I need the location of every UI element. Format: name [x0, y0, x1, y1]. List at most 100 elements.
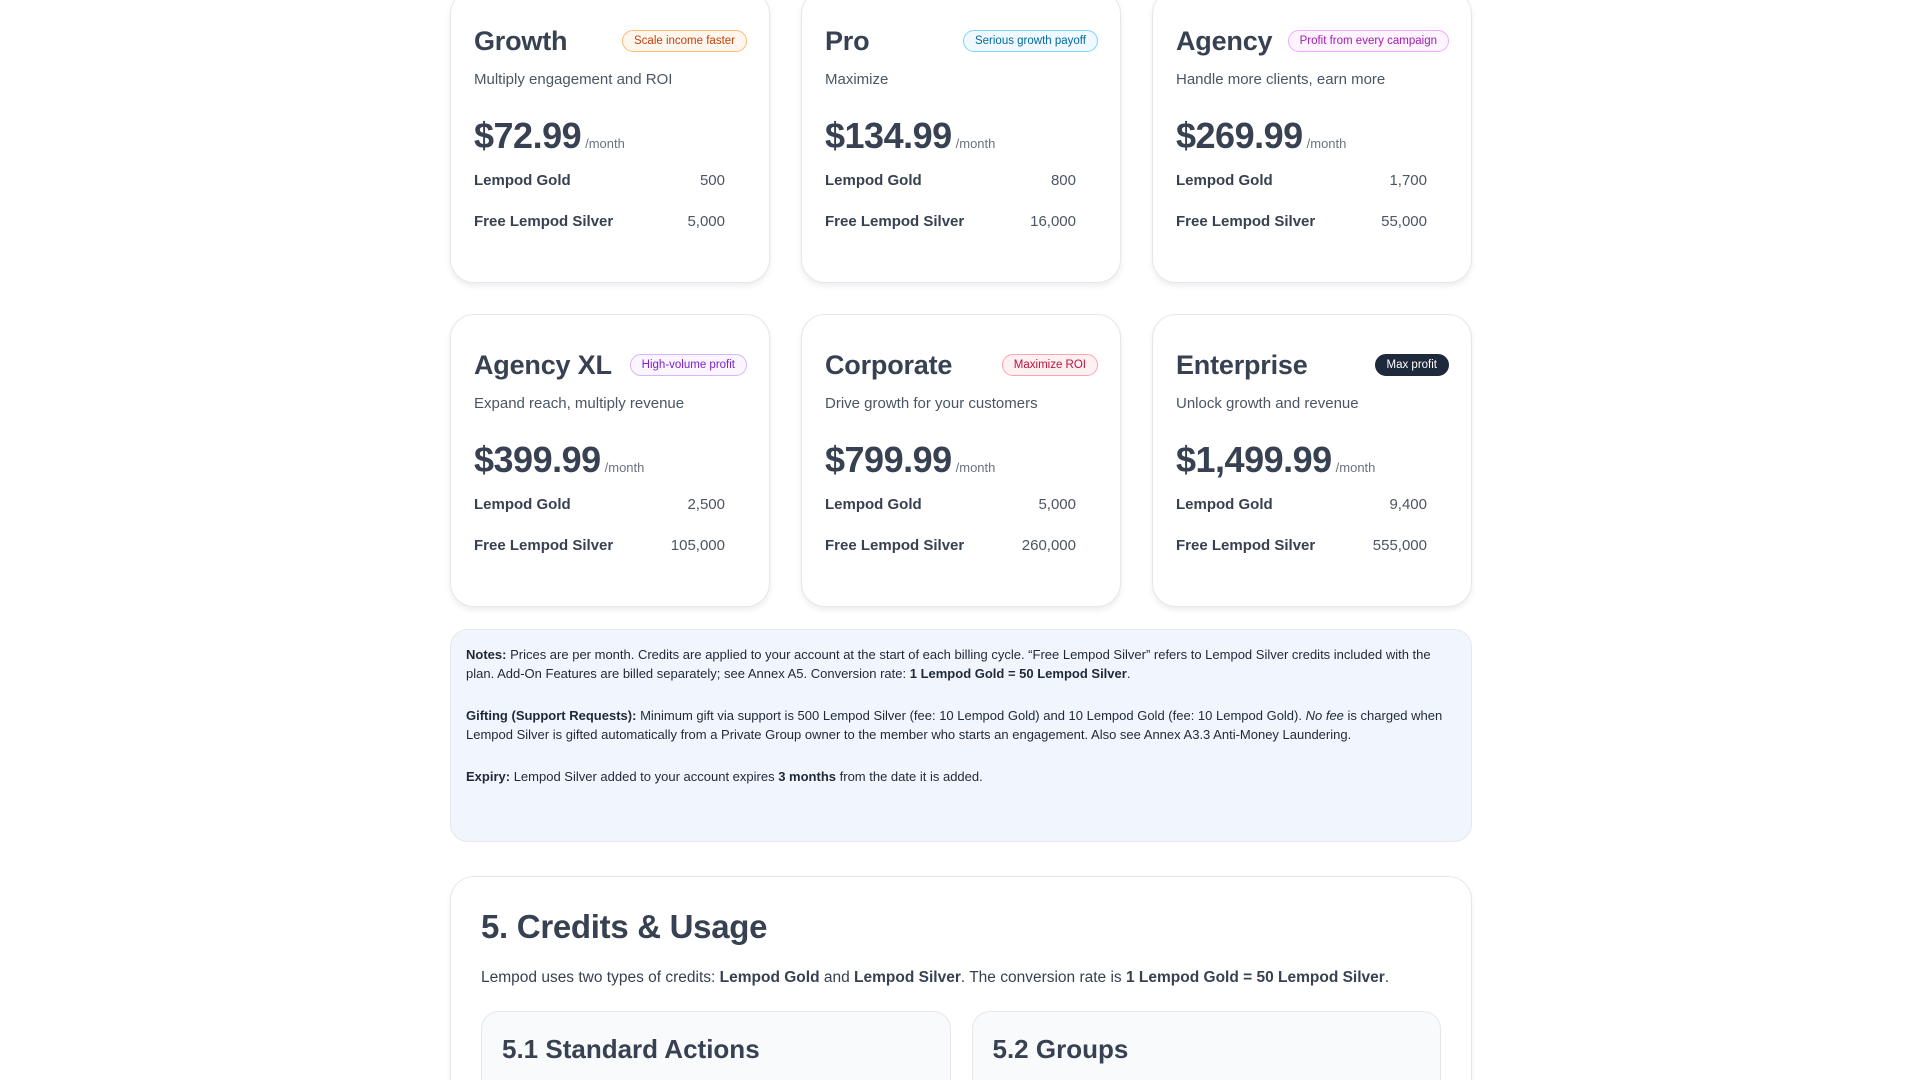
credit-value: 260,000	[1021, 537, 1076, 554]
price-unit: /month	[955, 136, 996, 151]
credit-label: Free Lempod Silver	[1176, 537, 1316, 554]
plan-description: Handle more clients, earn more	[1176, 71, 1386, 88]
plan-description: Unlock growth and revenue	[1176, 395, 1359, 412]
price-unit: /month	[955, 460, 996, 475]
credit-value: 55,000	[1381, 213, 1427, 230]
plan-price: $399.99 /month	[474, 439, 747, 481]
credit-label: Lempod Gold	[1176, 496, 1273, 513]
gold-credit-row: Lempod Gold 5,000	[825, 496, 1076, 513]
expiry-paragraph: Expiry: Lempod Silver added to your acco…	[466, 767, 1454, 786]
plan-description: Drive growth for your customers	[825, 395, 1038, 412]
credit-value: 9,400	[1389, 496, 1427, 513]
gifting-text: Minimum gift via support is 500 Lempod S…	[640, 708, 1302, 723]
section-title: 5. Credits & Usage	[481, 908, 768, 945]
expiry-duration: 3 months	[778, 769, 837, 784]
silver-credit-row: Free Lempod Silver 555,000	[1176, 537, 1427, 554]
notes-label: Notes:	[466, 647, 507, 662]
plan-card-pro: Pro Serious growth payoff Maximize $134.…	[801, 0, 1121, 283]
plan-badge: Maximize ROI	[1001, 354, 1098, 376]
price-unit: /month	[1306, 136, 1347, 151]
credit-value: 800	[1050, 172, 1076, 189]
credit-label: Lempod Gold	[825, 496, 922, 513]
plan-name: Enterprise	[1176, 349, 1308, 380]
intro-end: .	[1384, 969, 1390, 986]
price-unit: /month	[585, 136, 625, 151]
price-unit: /month	[604, 460, 645, 475]
gifting-text-continued: is charged when Lempod Silver is gifted …	[466, 708, 1443, 742]
credit-label: Lempod Gold	[474, 496, 571, 513]
plan-card-enterprise: Enterprise Max profit Unlock growth and …	[1152, 314, 1472, 607]
price-amount: $134.99	[825, 115, 952, 156]
pricing-notes-box: Notes: Prices are per month. Credits are…	[450, 629, 1472, 842]
credit-label: Lempod Gold	[825, 172, 922, 189]
expiry-label: Expiry:	[466, 769, 511, 784]
plan-badge: High-volume profit	[629, 354, 747, 376]
credit-label: Free Lempod Silver	[474, 537, 614, 554]
plan-name: Corporate	[825, 349, 953, 380]
plan-badge: Scale income faster	[622, 30, 747, 52]
gifting-paragraph: Gifting (Support Requests): Minimum gift…	[466, 706, 1454, 744]
silver-credit-row: Free Lempod Silver 105,000	[474, 537, 725, 554]
plan-price: $1,499.99 /month	[1176, 439, 1449, 481]
silver-credit-row: Free Lempod Silver 55,000	[1176, 213, 1427, 230]
silver-credit-row: Free Lempod Silver 5,000	[474, 213, 725, 230]
plan-description: Maximize	[825, 71, 889, 88]
plan-badge: Max profit	[1374, 354, 1449, 376]
plan-price: $799.99 /month	[825, 439, 1098, 481]
gold-credit-row: Lempod Gold 9,400	[1176, 496, 1427, 513]
intro-silver: Lempod Silver	[854, 969, 961, 986]
plan-description: Multiply engagement and ROI	[474, 71, 673, 88]
plan-description: Expand reach, multiply revenue	[474, 395, 685, 412]
price-amount: $1,499.99	[1176, 439, 1332, 480]
plan-name: Agency XL	[474, 349, 612, 380]
expiry-text-continued: from the date it is added.	[839, 769, 983, 784]
credit-label: Lempod Gold	[1176, 172, 1273, 189]
groups-card: 5.2 Groups	[971, 1011, 1441, 1080]
expiry-text: Lempod Silver added to your account expi…	[513, 769, 775, 784]
credit-value: 5,000	[1038, 496, 1076, 513]
plan-card-corporate: Corporate Maximize ROI Drive growth for …	[801, 314, 1121, 607]
credit-value: 555,000	[1372, 537, 1427, 554]
credit-value: 105,000	[670, 537, 725, 554]
standard-actions-card: 5.1 Standard Actions	[481, 1011, 951, 1080]
price-unit: /month	[1335, 460, 1376, 475]
gold-credit-row: Lempod Gold 500	[474, 172, 725, 189]
credit-label: Free Lempod Silver	[825, 537, 965, 554]
credit-value: 2,500	[687, 496, 725, 513]
plan-card-growth: Growth Scale income faster Multiply enga…	[450, 0, 770, 283]
plan-name: Pro	[825, 25, 870, 56]
notes-paragraph: Notes: Prices are per month. Credits are…	[466, 645, 1454, 683]
notes-text: Prices are per month. Credits are applie…	[466, 647, 1431, 681]
intro-gold: Lempod Gold	[719, 969, 820, 986]
subsection-title: 5.1 Standard Actions	[502, 1034, 760, 1064]
plan-card-agency: Agency Profit from every campaign Handle…	[1152, 0, 1472, 283]
credits-usage-section: 5. Credits & Usage Lempod uses two types…	[450, 876, 1472, 1080]
plan-name: Agency	[1176, 25, 1273, 56]
notes-end: .	[1126, 666, 1131, 681]
credit-label: Free Lempod Silver	[1176, 213, 1316, 230]
credit-label: Lempod Gold	[474, 172, 571, 189]
gold-credit-row: Lempod Gold 1,700	[1176, 172, 1427, 189]
credit-label: Free Lempod Silver	[825, 213, 965, 230]
credit-value: 500	[699, 172, 725, 189]
subsection-cards: 5.1 Standard Actions 5.2 Groups	[481, 1011, 1441, 1080]
price-amount: $269.99	[1176, 115, 1303, 156]
credit-value: 16,000	[1030, 213, 1076, 230]
plan-price: $269.99 /month	[1176, 115, 1449, 157]
silver-credit-row: Free Lempod Silver 260,000	[825, 537, 1076, 554]
section-intro: Lempod uses two types of credits: Lempod…	[481, 969, 1441, 987]
plan-price: $134.99 /month	[825, 115, 1098, 157]
credit-value: 1,700	[1389, 172, 1427, 189]
credit-label: Free Lempod Silver	[474, 213, 614, 230]
intro-text-continued: . The conversion rate is	[960, 969, 1122, 986]
gold-credit-row: Lempod Gold 2,500	[474, 496, 725, 513]
credit-value: 5,000	[687, 213, 725, 230]
gold-credit-row: Lempod Gold 800	[825, 172, 1076, 189]
silver-credit-row: Free Lempod Silver 16,000	[825, 213, 1076, 230]
subsection-title: 5.2 Groups	[992, 1034, 1129, 1064]
price-amount: $72.99	[474, 115, 582, 156]
gifting-label: Gifting (Support Requests):	[466, 708, 637, 723]
plan-card-agency-xl: Agency XL High-volume profit Expand reac…	[450, 314, 770, 607]
price-amount: $799.99	[825, 439, 952, 480]
pricing-plans-grid: Growth Scale income faster Multiply enga…	[450, 0, 1472, 607]
